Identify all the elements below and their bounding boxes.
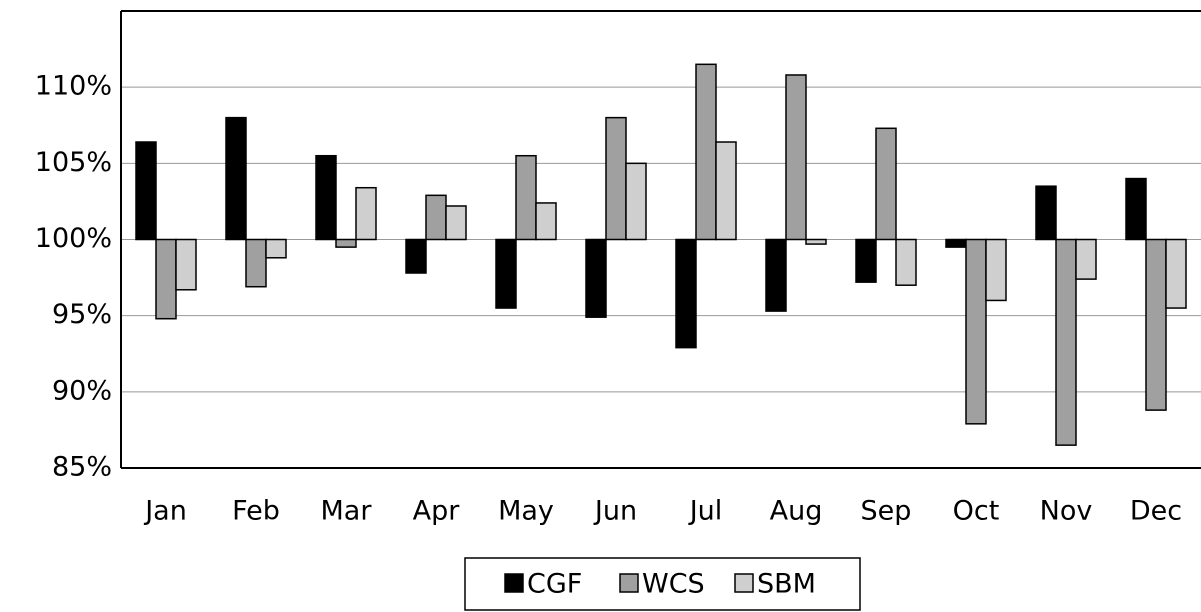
bar	[175, 238, 197, 291]
legend-label: WCS	[642, 569, 705, 600]
bar	[495, 238, 517, 309]
y-tick-label: 100%	[35, 223, 112, 254]
x-tick-label: Oct	[953, 496, 1000, 527]
bar	[1145, 238, 1167, 411]
x-tick-label: Dec	[1130, 496, 1182, 527]
x-tick-label: Nov	[1040, 496, 1093, 527]
x-tick-label: Sep	[861, 496, 912, 527]
bar	[155, 238, 177, 320]
bar	[425, 194, 447, 241]
bar	[785, 74, 807, 241]
bar	[945, 238, 967, 248]
bar	[605, 116, 627, 241]
legend-label: SBM	[757, 569, 816, 600]
x-tick-label: Jul	[688, 496, 723, 527]
bar	[765, 238, 787, 312]
bar	[405, 238, 427, 274]
bar	[855, 238, 877, 283]
bar	[625, 162, 647, 241]
bar	[1075, 238, 1097, 280]
bar	[535, 202, 557, 241]
x-tick-label: May	[498, 496, 554, 527]
x-tick-label: Jan	[143, 496, 187, 527]
bar	[965, 238, 987, 425]
legend-swatch	[619, 573, 639, 593]
bar	[315, 154, 337, 241]
x-tick-label: Jun	[593, 496, 637, 527]
bar	[695, 63, 717, 241]
x-tick-label: Apr	[413, 496, 461, 527]
y-tick-label: 90%	[52, 375, 112, 406]
bar	[715, 141, 737, 241]
legend-swatch	[504, 573, 524, 593]
bar	[875, 127, 897, 241]
bar	[355, 186, 377, 241]
bar	[1125, 177, 1147, 241]
x-tick-label: Mar	[321, 496, 373, 527]
bar	[585, 238, 607, 318]
bar	[225, 116, 247, 241]
y-tick-label: 85%	[52, 452, 112, 483]
y-tick-label: 95%	[52, 299, 112, 330]
bar	[515, 154, 537, 241]
legend-label: CGF	[527, 569, 582, 600]
bar	[675, 238, 697, 349]
bar	[265, 238, 287, 259]
x-tick-label: Feb	[232, 496, 280, 527]
y-tick-label: 110%	[35, 71, 112, 102]
bar	[245, 238, 267, 288]
bar	[135, 141, 157, 241]
bar	[985, 238, 1007, 302]
bar	[335, 238, 357, 248]
bar	[445, 205, 467, 241]
bar	[1055, 238, 1077, 446]
bar	[1165, 238, 1187, 309]
x-tick-label: Aug	[770, 496, 823, 527]
bar	[805, 238, 827, 245]
y-tick-label: 105%	[35, 147, 112, 178]
bar	[895, 238, 917, 286]
legend-swatch	[734, 573, 754, 593]
bar	[1035, 185, 1057, 241]
legend-box	[464, 557, 861, 611]
